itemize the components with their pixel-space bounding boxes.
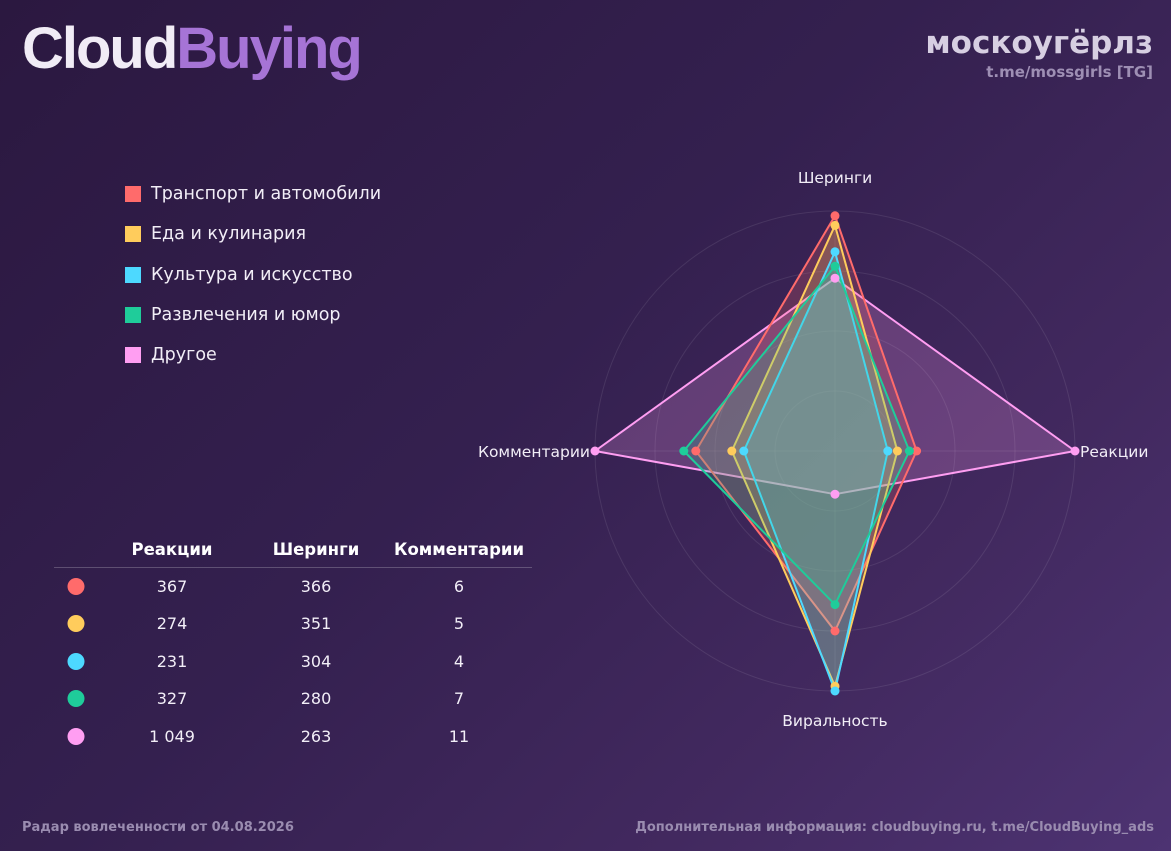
- radar-point: [830, 489, 840, 499]
- channel-link: t.me/mossgirls [TG]: [986, 63, 1153, 81]
- channel-info: москоугёрлз t.me/mossgirls [TG]: [925, 24, 1153, 82]
- stats-cell: 1 049: [149, 726, 195, 746]
- radar-point: [830, 273, 840, 283]
- stats-row-dot: [67, 727, 85, 745]
- stats-cell: 280: [300, 689, 332, 709]
- stats-cell: 351: [300, 614, 332, 634]
- radar-point: [830, 247, 840, 257]
- radar-point: [912, 446, 922, 456]
- radar-point: [1070, 446, 1080, 456]
- stats-row: 327 280 7: [54, 680, 532, 717]
- stats-cell: 263: [300, 726, 332, 746]
- legend-label: Транспорт и автомобили: [151, 184, 382, 205]
- radar-point: [883, 446, 893, 456]
- stats-cell: 5: [453, 614, 465, 634]
- stats-header-cell: Реакции: [131, 540, 213, 559]
- legend-swatch: [125, 186, 141, 203]
- brand-logo-part1: Cloud: [22, 16, 178, 81]
- legend-item: Еда и кулинария: [125, 214, 381, 254]
- stats-row-dot: [67, 690, 85, 708]
- stats-cell: 11: [448, 726, 470, 746]
- brand-logo: CloudBuying: [22, 14, 363, 84]
- radar-point: [830, 220, 840, 230]
- radar-point: [590, 446, 600, 456]
- stats-cell: 327: [156, 689, 188, 709]
- stats-cell: 274: [156, 614, 188, 634]
- legend-swatch: [125, 307, 141, 324]
- radar-point: [830, 686, 840, 696]
- stats-row: 1 049 263 11: [54, 718, 532, 755]
- stats-header-cell: Комментарии: [393, 540, 525, 559]
- stats-table: Реакции Шеринги Комментарии 367 366 6 274 351 5…: [54, 536, 532, 755]
- stats-row: 367 366 6: [54, 568, 532, 605]
- radar-axis-label: Шеринги: [798, 169, 872, 187]
- radar-point: [691, 446, 701, 456]
- radar-point: [830, 600, 840, 610]
- legend-label: Развлечения и юмор: [151, 305, 341, 326]
- stats-cell: 366: [300, 577, 332, 596]
- radar-point: [830, 261, 840, 271]
- legend-label: Другое: [151, 345, 217, 366]
- legend-item: Другое: [125, 335, 381, 375]
- radar-axis-label: Реакции: [1080, 443, 1148, 461]
- radar-point: [892, 446, 902, 456]
- stats-cell: 231: [156, 651, 188, 671]
- radar-point: [830, 211, 840, 221]
- footer-date: Радар вовлеченности от 04.08.2026: [22, 820, 294, 835]
- radar-point: [739, 446, 749, 456]
- legend-swatch: [125, 347, 141, 364]
- stats-row-dot: [67, 652, 85, 670]
- legend-label: Культура и искусство: [151, 264, 353, 285]
- channel-name: москоугёрлз: [925, 25, 1153, 61]
- chart-legend: Транспорт и автомобили Еда и кулинария Кул…: [125, 174, 381, 375]
- footer-info: Дополнительная информация: cloudbuying.r…: [635, 820, 1154, 835]
- legend-label: Еда и кулинария: [151, 224, 307, 245]
- radar-point: [727, 446, 737, 456]
- legend-item: Развлечения и юмор: [125, 295, 381, 335]
- stats-cell: 6: [453, 577, 465, 596]
- stats-row-dot: [67, 578, 85, 595]
- stats-cell: 304: [300, 651, 332, 671]
- radar-point: [904, 446, 914, 456]
- stats-cell: 7: [453, 689, 465, 709]
- radar-axis-label: Виральность: [782, 712, 887, 730]
- stats-cell: 367: [156, 577, 188, 596]
- stats-row: 274 351 5: [54, 605, 532, 642]
- stats-table-header: Реакции Шеринги Комментарии: [54, 536, 532, 568]
- stats-row: 231 304 4: [54, 643, 532, 680]
- stats-row-dot: [67, 615, 85, 633]
- stats-header-cell: Шеринги: [272, 540, 360, 559]
- radar-point: [830, 626, 840, 636]
- legend-item: Культура и искусство: [125, 255, 381, 295]
- legend-swatch: [125, 226, 141, 243]
- radar-grid-ring: [714, 330, 956, 572]
- legend-item: Транспорт и автомобили: [125, 174, 381, 214]
- stats-cell: 4: [453, 651, 465, 671]
- legend-swatch: [125, 266, 141, 283]
- brand-logo-part2: Buying: [176, 16, 363, 81]
- radar-axis-label: Комментарии: [478, 443, 590, 461]
- radar-point: [679, 446, 689, 456]
